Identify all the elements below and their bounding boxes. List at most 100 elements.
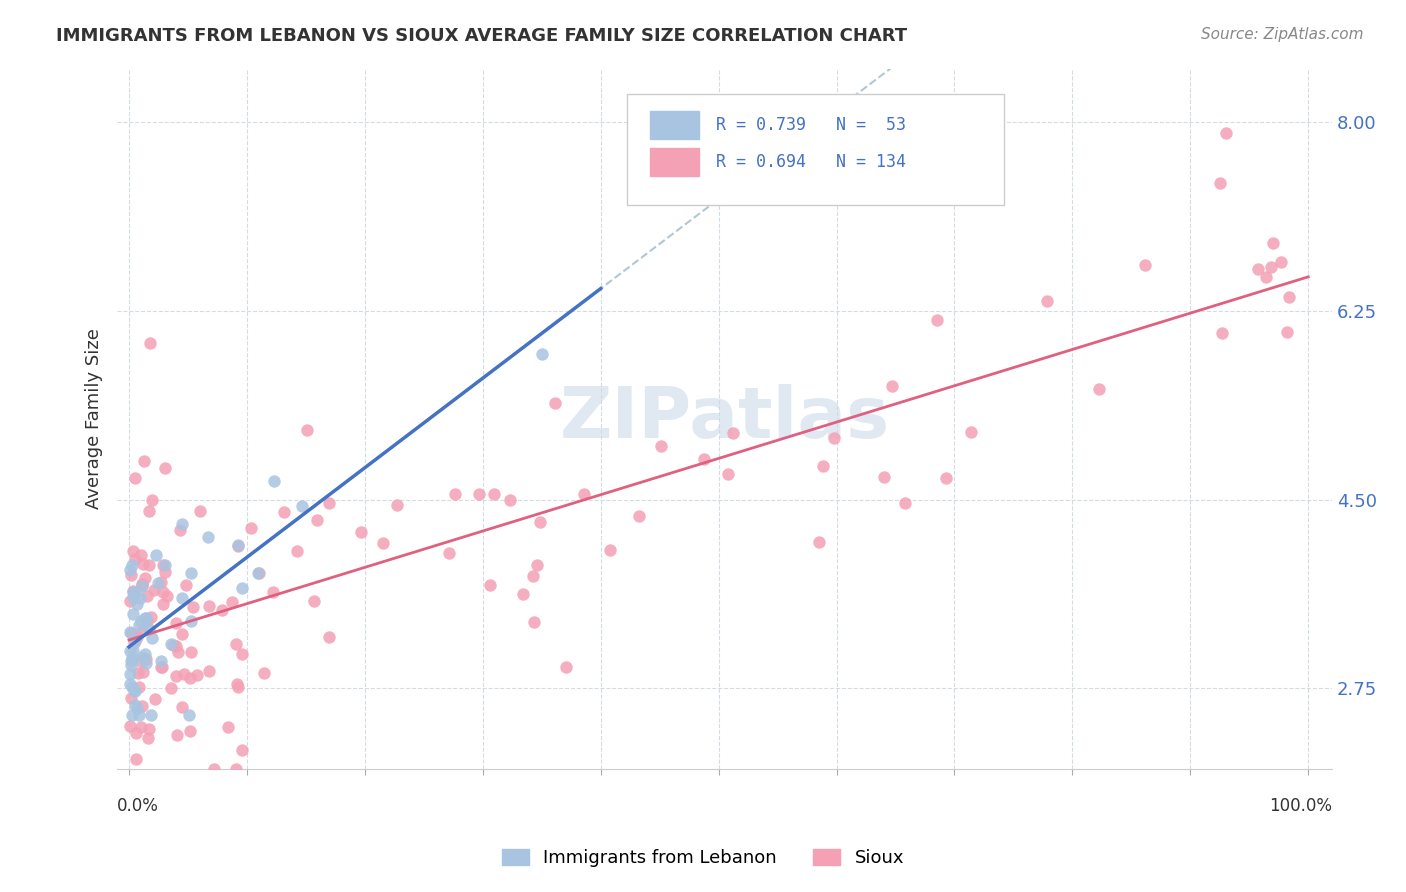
Point — [1270, 254, 1292, 268]
Point — [173, 666, 195, 681]
Point — [129, 615, 152, 629]
Point — [139, 708, 162, 723]
Point — [499, 493, 522, 508]
Point — [138, 722, 160, 736]
Point — [231, 647, 253, 661]
Point — [174, 578, 197, 592]
Text: R = 0.694   N = 134: R = 0.694 N = 134 — [716, 153, 905, 171]
Point — [138, 504, 160, 518]
Point — [121, 680, 143, 694]
Point — [141, 631, 163, 645]
Point — [273, 505, 295, 519]
Point — [221, 595, 243, 609]
Point — [143, 692, 166, 706]
Point — [177, 708, 200, 723]
Point — [120, 563, 142, 577]
Point — [226, 538, 249, 552]
Point — [128, 708, 150, 723]
Point — [134, 454, 156, 468]
Point — [156, 589, 179, 603]
Point — [179, 671, 201, 685]
Point — [122, 636, 145, 650]
Text: 0.0%: 0.0% — [117, 797, 159, 815]
Point — [935, 470, 957, 484]
Point — [139, 336, 162, 351]
Point — [120, 625, 142, 640]
Point — [179, 723, 201, 738]
Point — [131, 579, 153, 593]
Point — [247, 566, 270, 580]
Point — [129, 654, 152, 668]
Point — [882, 378, 904, 392]
Point — [136, 589, 159, 603]
Point — [172, 591, 194, 606]
Point — [166, 728, 188, 742]
Point — [122, 544, 145, 558]
Point — [1263, 236, 1285, 251]
Point — [131, 649, 153, 664]
Point — [120, 644, 142, 658]
Point — [873, 470, 896, 484]
Point — [1036, 293, 1059, 308]
Point — [960, 425, 983, 440]
Point — [145, 549, 167, 563]
Point — [125, 752, 148, 766]
Point — [439, 547, 461, 561]
Point — [121, 626, 143, 640]
Point — [135, 610, 157, 624]
Point — [125, 726, 148, 740]
Point — [522, 569, 544, 583]
Point — [443, 487, 465, 501]
Point — [181, 600, 204, 615]
Point — [134, 612, 156, 626]
Point — [190, 504, 212, 518]
Point — [572, 487, 595, 501]
Point — [1277, 290, 1299, 304]
Point — [627, 508, 650, 523]
Point — [240, 521, 263, 535]
Legend: Immigrants from Lebanon, Sioux: Immigrants from Lebanon, Sioux — [495, 841, 911, 874]
Point — [131, 577, 153, 591]
Point — [131, 557, 153, 571]
Point — [180, 645, 202, 659]
Point — [121, 708, 143, 723]
Point — [385, 498, 408, 512]
Point — [162, 639, 184, 653]
Point — [120, 677, 142, 691]
Point — [152, 584, 174, 599]
Point — [122, 607, 145, 622]
Point — [1254, 269, 1277, 284]
Point — [290, 499, 312, 513]
Point — [148, 575, 170, 590]
Point — [165, 669, 187, 683]
Point — [139, 610, 162, 624]
Point — [141, 493, 163, 508]
Point — [132, 665, 155, 680]
Point — [1275, 325, 1298, 339]
Point — [120, 658, 142, 673]
Point — [226, 680, 249, 694]
Point — [131, 624, 153, 639]
Point — [149, 659, 172, 673]
Point — [318, 630, 340, 644]
Point — [1260, 260, 1282, 274]
Point — [211, 603, 233, 617]
Point — [128, 680, 150, 694]
Point — [128, 591, 150, 605]
Point — [198, 664, 221, 678]
Point — [129, 548, 152, 562]
Point — [1133, 258, 1156, 272]
Point — [307, 513, 329, 527]
Point — [180, 614, 202, 628]
Point — [120, 667, 142, 681]
Point — [127, 630, 149, 644]
Text: 100.0%: 100.0% — [1268, 797, 1331, 815]
Point — [127, 597, 149, 611]
Point — [894, 496, 917, 510]
Text: ZIPatlas: ZIPatlas — [560, 384, 890, 453]
Point — [530, 347, 553, 361]
Point — [202, 762, 225, 776]
Point — [124, 586, 146, 600]
Point — [120, 690, 142, 705]
Point — [136, 614, 159, 628]
